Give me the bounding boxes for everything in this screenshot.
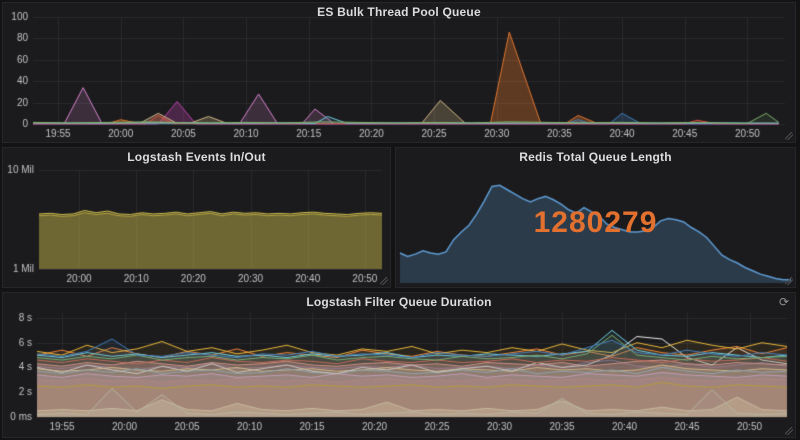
redis-queue-stat-value: 1280279 (533, 206, 658, 240)
panel-logstash-events-in-out: Logstash Events In/Out (2, 147, 391, 288)
panel-title[interactable]: Logstash Events In/Out (127, 150, 266, 164)
redis-queue-sparkline[interactable] (396, 148, 795, 287)
panel-resize-handle-icon[interactable] (785, 277, 793, 285)
panel-title[interactable]: Redis Total Queue Length (519, 150, 672, 164)
panel-resize-handle-icon[interactable] (380, 277, 388, 285)
refresh-spinner-icon: ⟳ (778, 295, 789, 309)
panel-title[interactable]: ES Bulk Thread Pool Queue (317, 5, 481, 19)
es-bulk-queue-chart[interactable] (3, 3, 795, 142)
panel-resize-handle-icon[interactable] (785, 427, 793, 435)
panel-es-bulk-thread-pool-queue: ES Bulk Thread Pool Queue (2, 2, 796, 143)
panel-logstash-filter-queue-duration: Logstash Filter Queue Duration ⟳ (2, 292, 796, 438)
panel-resize-handle-icon[interactable] (785, 132, 793, 140)
panel-redis-total-queue-length: Redis Total Queue Length 1280279 (395, 147, 796, 288)
filter-duration-chart[interactable] (3, 293, 795, 437)
panel-title[interactable]: Logstash Filter Queue Duration (306, 295, 492, 309)
logstash-events-chart[interactable] (3, 148, 390, 287)
